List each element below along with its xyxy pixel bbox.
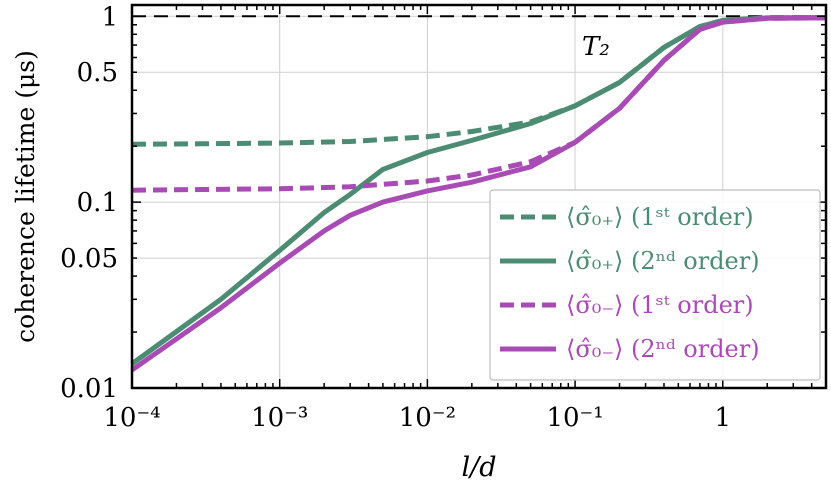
series-line-3 (131, 15, 827, 193)
x-tick-label: 10⁻⁴ (103, 403, 160, 433)
x-tick-label: 1 (714, 403, 731, 433)
legend-label-2: ⟨σ̂₀₊⟩ (2ⁿᵈ order) (566, 247, 760, 275)
ticks: 10⁻⁴ 10⁻³ 10⁻² 10⁻¹ 1 0.01 0.05 0.1 0.5 1 (60, 2, 827, 433)
y-tick-label: 0.05 (60, 244, 118, 274)
legend-box (489, 189, 821, 381)
series-line-1 (131, 15, 827, 147)
y-tick-label: 0.1 (77, 188, 118, 218)
series-line-4 (130, 15, 827, 373)
x-tick-label: 10⁻² (399, 403, 456, 433)
legend: ⟨σ̂₀₊⟩ (1ˢᵗ order) ⟨σ̂₀₊⟩ (2ⁿᵈ order) ⟨σ̂₀… (489, 189, 821, 381)
plot-frame (130, 3, 828, 390)
x-axis-label: l/d (461, 452, 496, 483)
legend-label-4: ⟨σ̂₀₋⟩ (2ⁿᵈ order) (566, 335, 760, 363)
y-axis-label: coherence lifetime (μs) (11, 50, 40, 343)
legend-label-3: ⟨σ̂₀₋⟩ (1ˢᵗ order) (566, 291, 754, 319)
y-tick-label: 0.5 (77, 58, 118, 88)
reference-line-label: T₂ (582, 32, 610, 62)
x-tick-label: 10⁻¹ (546, 403, 603, 433)
y-tick-label: 0.01 (60, 374, 118, 404)
legend-label-1: ⟨σ̂₀₊⟩ (1ˢᵗ order) (566, 203, 754, 231)
y-tick-label: 1 (101, 2, 118, 32)
x-tick-label: 10⁻³ (251, 403, 308, 433)
series-lines (130, 15, 827, 373)
